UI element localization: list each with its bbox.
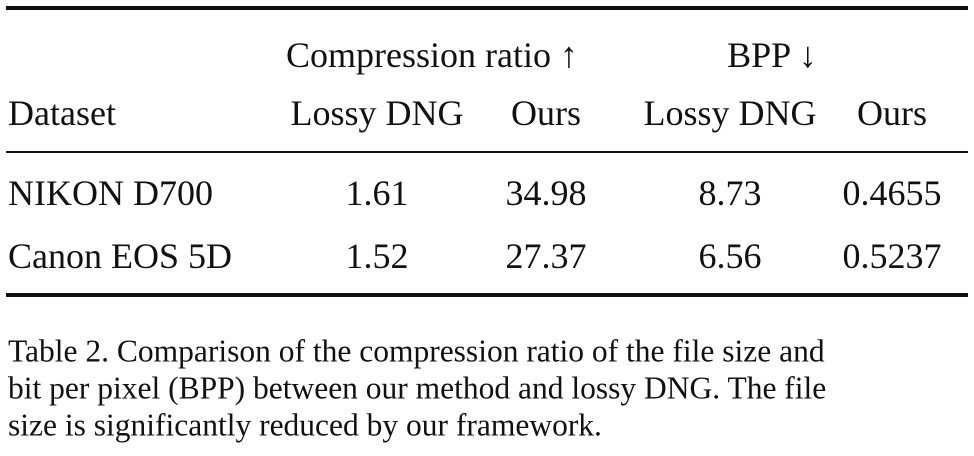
group-header: Compression ratio ↑: [286, 35, 578, 75]
cell: 6.56: [698, 236, 762, 276]
column-header: Ours: [857, 93, 927, 133]
column-header: Dataset: [8, 93, 116, 133]
mid-rule: [6, 151, 968, 153]
cell: 34.98: [505, 173, 587, 213]
cell: 0.5237: [842, 236, 942, 276]
column-header: Ours: [511, 93, 581, 133]
caption-line: bit per pixel (BPP) between our method a…: [8, 370, 827, 406]
cell: 27.37: [505, 236, 587, 276]
caption-line: size is significantly reduced by our fra…: [8, 407, 602, 443]
bottom-rule: [6, 293, 968, 297]
column-header: Lossy DNG: [643, 93, 817, 133]
column-header: Lossy DNG: [290, 93, 464, 133]
cell: 8.73: [698, 173, 762, 213]
caption-line: Table 2. Comparison of the compression r…: [8, 333, 825, 369]
row-label: NIKON D700: [8, 173, 213, 213]
cell: 0.4655: [842, 173, 942, 213]
top-rule: [6, 6, 968, 10]
group-header: BPP ↓: [727, 35, 817, 75]
row-label: Canon EOS 5D: [8, 236, 232, 276]
cell: 1.61: [345, 173, 409, 213]
cell: 1.52: [345, 236, 409, 276]
